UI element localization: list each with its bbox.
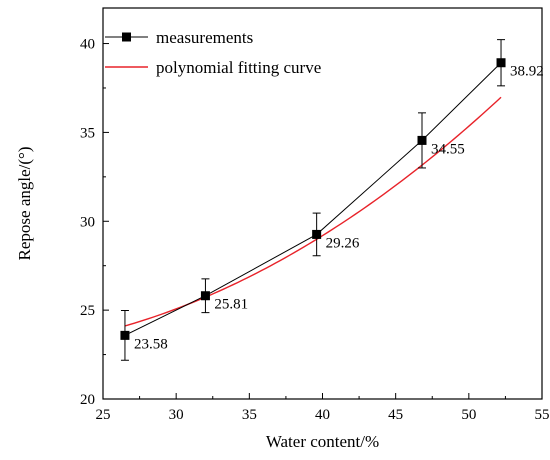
x-tick-label: 50	[461, 407, 476, 423]
y-axis: 20 25 30 35 40	[80, 37, 109, 408]
x-tick-label: 30	[169, 407, 184, 423]
legend-marker-measurements	[122, 32, 131, 42]
data-label: 29.26	[326, 235, 360, 251]
x-axis-title: Water content/%	[266, 432, 379, 451]
data-label: 34.55	[431, 141, 465, 157]
x-tick-label: 40	[315, 407, 330, 423]
legend-label-measurements: measurements	[156, 28, 253, 47]
measurement-marker	[312, 229, 322, 239]
y-tick-label: 20	[80, 392, 95, 408]
y-tick-label: 30	[80, 214, 95, 230]
data-point	[120, 309, 130, 361]
data-point	[417, 112, 427, 169]
measurement-marker	[120, 330, 130, 340]
data-label: 23.58	[134, 336, 168, 352]
x-tick-label: 55	[535, 407, 550, 423]
data-labels: 23.58 25.81 29.26 34.55 38.92	[134, 64, 544, 353]
y-tick-label: 40	[80, 37, 95, 53]
x-tick-label: 35	[242, 407, 257, 423]
series-layer	[120, 39, 506, 361]
y-tick-label: 35	[80, 125, 95, 141]
measurement-marker	[200, 291, 210, 301]
y-tick-label: 25	[80, 303, 95, 319]
data-point	[200, 278, 210, 314]
x-tick-label: 45	[388, 407, 403, 423]
x-tick-label: 25	[96, 407, 111, 423]
data-label: 25.81	[214, 297, 248, 313]
fit-curve	[124, 96, 502, 327]
measurement-marker	[496, 58, 506, 68]
y-axis-title: Repose angle/(°)	[15, 147, 34, 261]
legend: measurements polynomial fitting curve	[105, 28, 321, 77]
x-axis: 25 30 35 40 45 50 55	[96, 393, 550, 423]
data-label: 38.92	[510, 64, 544, 80]
measurements-line	[124, 62, 502, 336]
measurement-marker	[417, 135, 427, 145]
legend-label-fit: polynomial fitting curve	[156, 58, 321, 77]
data-point	[496, 39, 506, 87]
data-point	[312, 212, 322, 257]
